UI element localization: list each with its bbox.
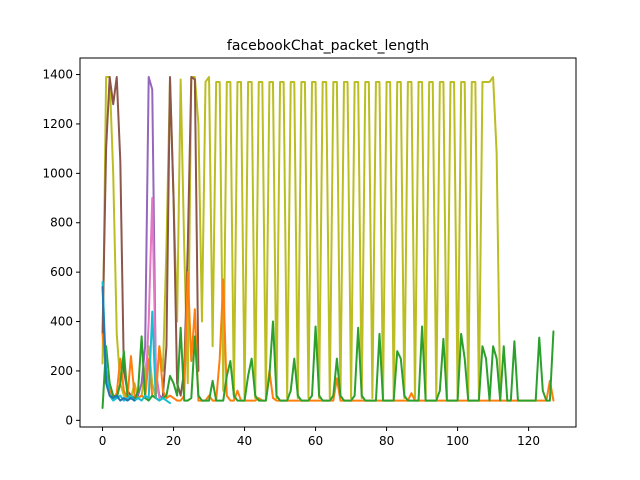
x-tick-label: 100: [446, 434, 469, 448]
x-tick-label: 40: [237, 434, 252, 448]
y-tick-label: 600: [50, 265, 73, 279]
x-tick-label: 60: [308, 434, 323, 448]
x-tick-label: 120: [517, 434, 540, 448]
x-tick-label: 20: [166, 434, 181, 448]
series-line-1: [101, 76, 502, 402]
series-line-9: [101, 285, 136, 402]
y-tick-label: 400: [50, 315, 73, 329]
y-tick-label: 1200: [42, 117, 73, 131]
plot-frame: [79, 57, 577, 428]
y-tick-label: 200: [50, 364, 73, 378]
y-tick-label: 1400: [42, 68, 73, 82]
x-tick-label: 0: [99, 434, 107, 448]
y-tick-label: 800: [50, 216, 73, 230]
x-axis: 0 20 40 60 80 100 120: [99, 427, 540, 448]
series-line-7: [101, 320, 555, 409]
series-line-2: [101, 76, 136, 400]
y-tick-label: 0: [65, 413, 73, 427]
series-layer: [101, 76, 555, 409]
chart-title: facebookChat_packet_length: [227, 38, 429, 54]
y-axis: 0 200 400 600 800 1000 1200 1400: [42, 68, 80, 427]
series-line-8: [101, 281, 171, 405]
series-line-3: [161, 76, 200, 397]
y-tick-label: 1000: [42, 166, 73, 180]
x-tick-label: 80: [379, 434, 394, 448]
